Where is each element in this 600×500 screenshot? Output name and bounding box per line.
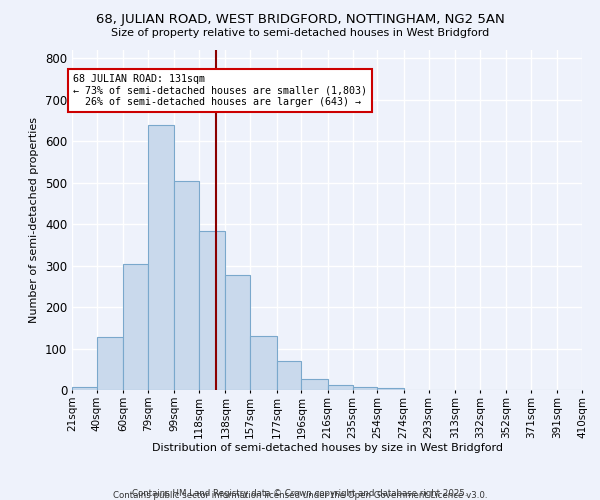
Bar bbox=[277, 361, 301, 390]
Bar bbox=[174, 182, 199, 390]
Bar bbox=[353, 386, 377, 390]
Bar bbox=[377, 388, 404, 390]
Bar bbox=[226, 274, 250, 390]
Y-axis label: Number of semi-detached properties: Number of semi-detached properties bbox=[29, 117, 40, 323]
Bar bbox=[301, 379, 328, 390]
Text: Contains public sector information licensed under the Open Government Licence v3: Contains public sector information licen… bbox=[113, 491, 487, 500]
Text: 68 JULIAN ROAD: 131sqm
← 73% of semi-detached houses are smaller (1,803)
  26% o: 68 JULIAN ROAD: 131sqm ← 73% of semi-det… bbox=[73, 74, 367, 107]
Bar bbox=[250, 336, 277, 390]
Bar bbox=[328, 386, 353, 390]
Bar bbox=[199, 231, 226, 390]
Text: Contains HM Land Registry data © Crown copyright and database right 2025.: Contains HM Land Registry data © Crown c… bbox=[132, 488, 468, 498]
Text: 68, JULIAN ROAD, WEST BRIDGFORD, NOTTINGHAM, NG2 5AN: 68, JULIAN ROAD, WEST BRIDGFORD, NOTTING… bbox=[95, 12, 505, 26]
Bar bbox=[72, 386, 97, 390]
X-axis label: Distribution of semi-detached houses by size in West Bridgford: Distribution of semi-detached houses by … bbox=[151, 443, 503, 453]
Text: Size of property relative to semi-detached houses in West Bridgford: Size of property relative to semi-detach… bbox=[111, 28, 489, 38]
Bar bbox=[148, 126, 174, 390]
Bar bbox=[97, 337, 123, 390]
Bar bbox=[123, 264, 148, 390]
